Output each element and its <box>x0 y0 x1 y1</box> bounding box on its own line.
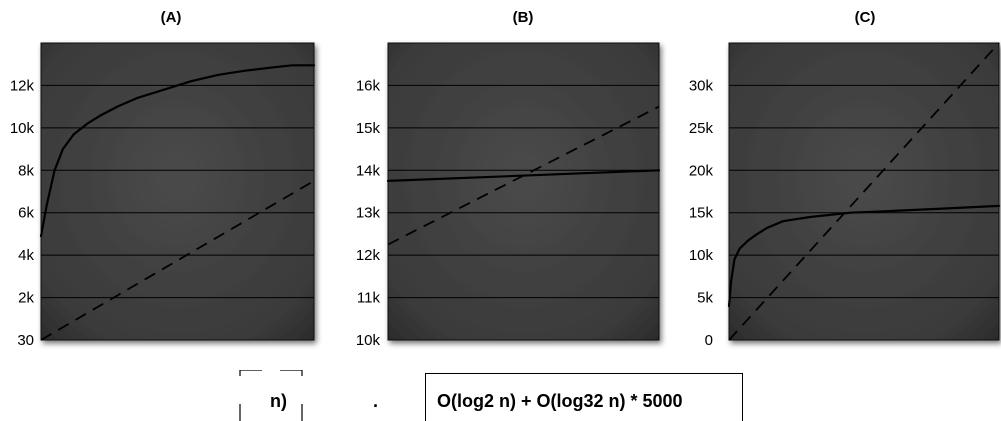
y-tick-label: 10k <box>356 332 381 349</box>
plot-area <box>387 42 660 341</box>
y-tick-label: 30k <box>689 77 714 94</box>
y-tick-label: 10k <box>689 247 714 264</box>
legend-right-text: O(log2 n) + O(log32 n) * 5000 <box>437 391 683 411</box>
y-tick-label: 4k <box>18 247 34 264</box>
y-tick-label: 25k <box>689 120 714 137</box>
series-solid-line <box>727 204 1001 308</box>
y-tick-label: 16k <box>356 77 381 94</box>
series-dashed-line <box>387 105 660 246</box>
y-tick-label: 0 <box>705 332 713 349</box>
y-tick-label: 10k <box>10 120 35 137</box>
y-tick-label: 12k <box>356 247 381 264</box>
panel-title: (B) <box>513 9 534 26</box>
y-tick-label: 2k <box>18 290 34 307</box>
y-tick-label: 15k <box>689 205 714 222</box>
legend-middle-text: . <box>373 391 379 411</box>
y-tick-label: 11k <box>357 290 381 307</box>
y-tick-label: 8k <box>18 162 34 179</box>
y-tick-label: 30 <box>17 332 34 349</box>
panel-title: (A) <box>161 9 182 26</box>
y-tick-label: 12k <box>10 77 35 94</box>
legend-left-dashed-line <box>239 370 303 376</box>
chart-panel-b: (B) 10k 11k 12k 13k 14k 15k 16k <box>356 9 661 349</box>
plot-area <box>40 42 315 341</box>
series-solid-line <box>39 64 316 238</box>
series-dashed-line <box>728 42 1000 341</box>
series-dashed-line <box>40 180 315 341</box>
chart-panel-a: (A) 30 2k 4k 6k 8k 10k 12k <box>10 9 316 349</box>
y-tick-label: 5k <box>697 290 713 307</box>
y-tick-label: 15k <box>356 120 381 137</box>
legend-right-box <box>425 373 743 421</box>
y-tick-label: 6k <box>18 205 34 222</box>
panel-title: (C) <box>855 9 876 26</box>
legend-left-bracket <box>239 370 303 421</box>
y-tick-label: 20k <box>689 162 714 179</box>
legend-left-text: n) <box>270 391 287 411</box>
y-tick-label: 14k <box>356 162 381 179</box>
chart-panel-c: (C) 0 5k 10k 15k 20k 25k 30k <box>689 9 1001 349</box>
y-tick-label: 13k <box>356 205 381 222</box>
series-solid-line <box>386 169 661 182</box>
